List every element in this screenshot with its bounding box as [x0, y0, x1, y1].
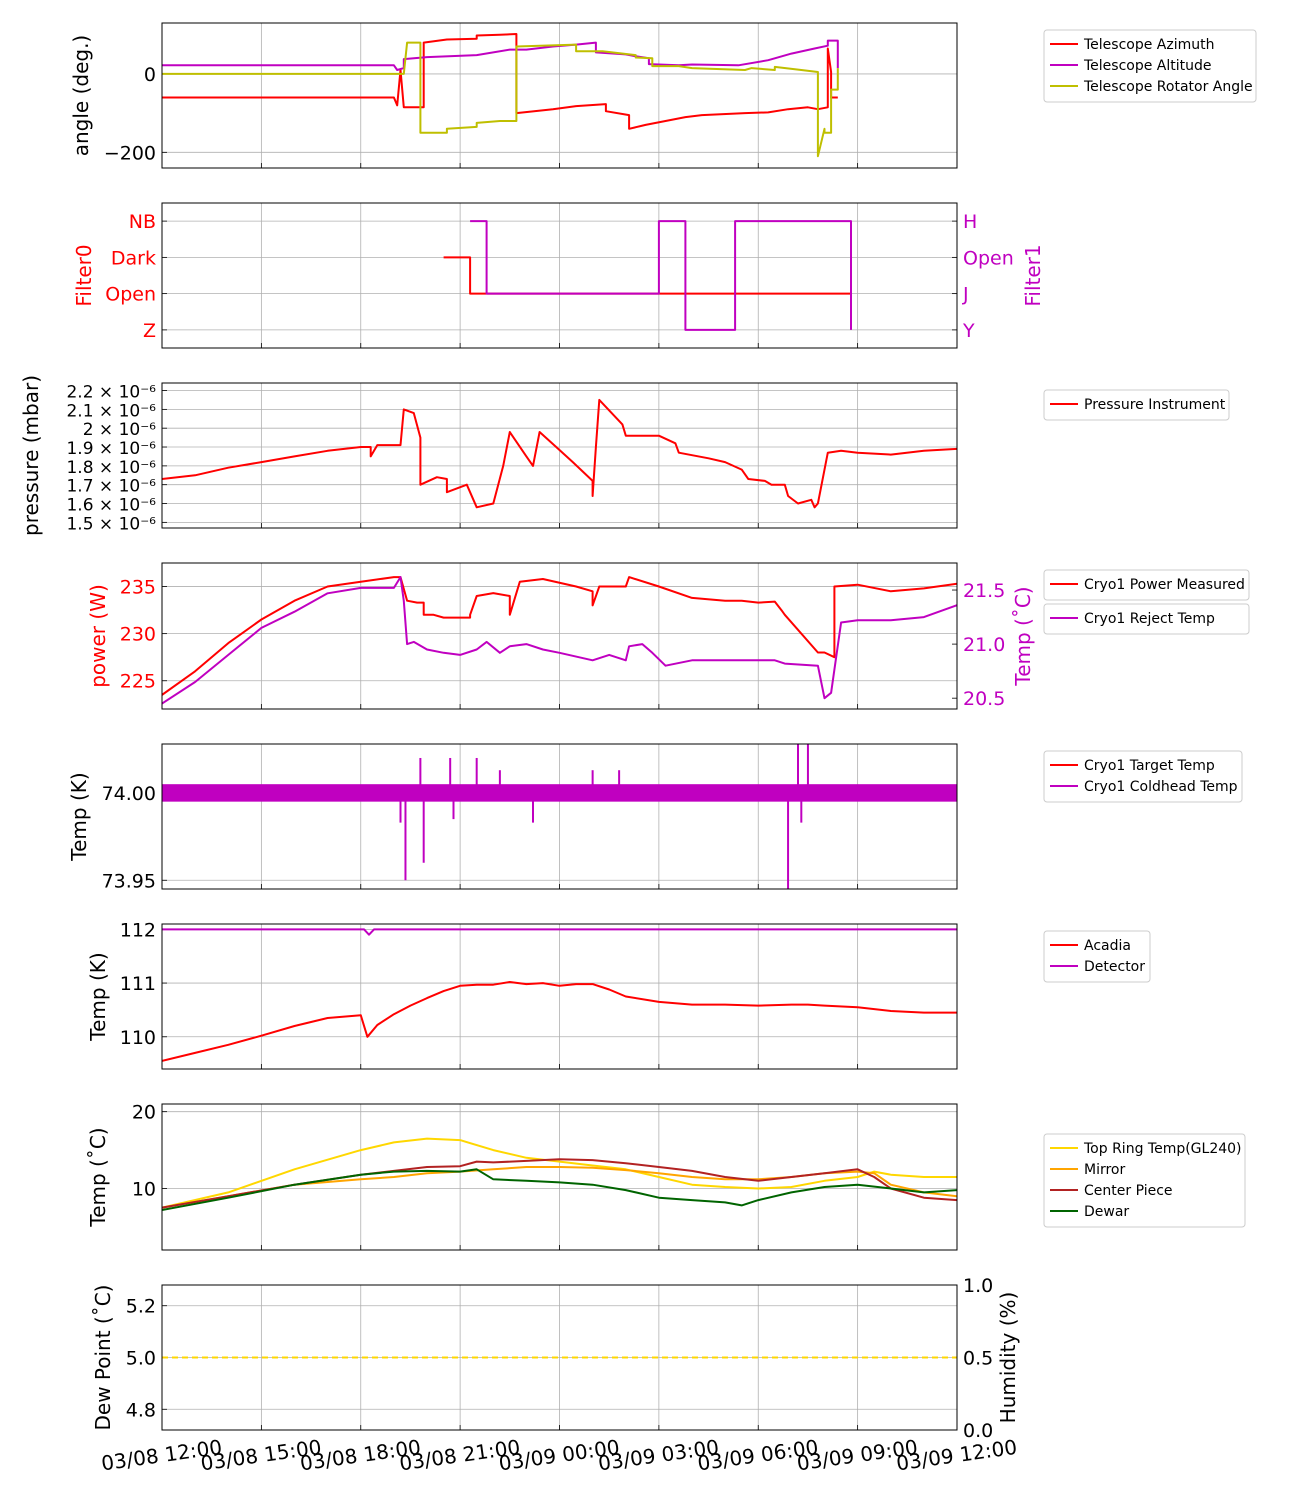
panel-acadia: 112 111 110 Temp (K) Acadia Detector: [86, 919, 1151, 1070]
series-line-telescope-altitude: [162, 39, 839, 71]
legend-entry: Telescope Azimuth: [1083, 37, 1214, 53]
legend-entry: Telescope Altitude: [1083, 58, 1212, 74]
legend-entry: Cryo1 Reject Temp: [1084, 611, 1215, 627]
axes-frame: [161, 1284, 958, 1431]
y-right-tick-label: 0.0: [963, 1420, 993, 1442]
y-tick-label: 1.6 × 10⁻⁶: [66, 496, 156, 516]
legend-entry: Pressure Instrument: [1084, 397, 1226, 413]
y-tick-label: 1.8 × 10⁻⁶: [66, 458, 156, 478]
series-line-filter0: [443, 256, 851, 295]
legend-box: [1043, 1133, 1246, 1228]
y-tick-label: 10: [132, 1179, 156, 1201]
y-tick-label: 230: [120, 624, 156, 646]
legend-entry: Detector: [1084, 959, 1145, 975]
y-right-tick-label: J: [962, 284, 969, 306]
y-axis-label: angle (deg.): [69, 35, 93, 157]
y-axis-label-right: Filter1: [1021, 244, 1045, 306]
y-right-tick-label: 1.0: [963, 1275, 993, 1297]
legend-box: [1043, 930, 1151, 983]
legend-entry: Cryo1 Power Measured: [1084, 577, 1245, 593]
panel-filters: NB Dark Open Z H Open JY Filter0 Filter1: [72, 202, 1045, 349]
panel-cryo1-target: 74.00 73.95 Temp (K) Cryo1 Target Temp Cryo1…: [67, 743, 1243, 892]
y-tick-label: 112: [120, 919, 156, 941]
panel-dewpoint: 5.2 5.0 4.8 1.0 0.5 0.0 Dew Point (˚C) Humidity…: [91, 1275, 1020, 1442]
y-axis-label: pressure (mbar): [19, 375, 43, 536]
legend-box: [1043, 603, 1250, 635]
axes-frame: [161, 743, 958, 890]
y-axis-label: Temp (K): [86, 952, 110, 1041]
y-right-tick-label: H: [963, 211, 977, 233]
y-tick-label: Dark: [111, 247, 156, 269]
y-right-tick-label: 0.5: [963, 1348, 993, 1370]
y-axis-label-right: Temp (˚C): [1011, 586, 1035, 686]
y-tick-label: 110: [120, 1027, 156, 1049]
y-tick-label: 0: [144, 64, 156, 86]
series-line-dewar: [162, 1168, 957, 1211]
axes-frame: [161, 923, 958, 1070]
y-tick-label: −200: [104, 142, 156, 164]
y-axis-label-right: Humidity (%): [996, 1292, 1020, 1424]
y-tick-label: 2 × 10⁻⁶: [83, 420, 156, 440]
legend-entry: Telescope Rotator Angle: [1083, 79, 1253, 95]
panel-cryo1: 235 230 225 21.5 21.0 20.5 power (W) Temp (˚C) C…: [86, 562, 1250, 710]
series-line-filter1: [470, 220, 852, 331]
series-line-telescope-rotator-angle: [162, 41, 839, 158]
y-axis-label: Dew Point (˚C): [91, 1284, 115, 1430]
legend-entry: Top Ring Temp(GL240): [1083, 1141, 1242, 1157]
y-axis-label: Temp (˚C): [86, 1127, 110, 1227]
series-line-pressure-instrument: [162, 398, 957, 509]
y-tick-label: 225: [120, 671, 156, 693]
legend-box: [1043, 750, 1243, 803]
panel-telescope: 0 −200 angle (deg.) Telescope Azimuth Telesc…: [69, 22, 1257, 169]
y-tick-label: 1.9 × 10⁻⁶: [66, 439, 156, 459]
series-line-cryo1-power-measured: [162, 576, 957, 696]
axes-frame: [161, 202, 958, 349]
y-right-tick-label: 21.0: [963, 634, 1005, 656]
legend-box: [1043, 569, 1250, 601]
legend-entry: Cryo1 Target Temp: [1084, 758, 1215, 774]
y-tick-label: 1.7 × 10⁻⁶: [66, 477, 156, 497]
y-tick-label: 111: [120, 973, 156, 995]
y-axis-label: Filter0: [72, 244, 96, 306]
legend-entry: Dewar: [1084, 1204, 1129, 1220]
axes-frame: [161, 562, 958, 710]
series-line-acadia: [162, 981, 957, 1062]
y-tick-label: 2.1 × 10⁻⁶: [66, 401, 156, 421]
y-tick-label: NB: [129, 211, 156, 233]
legend-box: [1043, 389, 1230, 421]
axes-frame: [161, 1103, 958, 1251]
panel-pressure: 2.2 × 10⁻⁶2.1 × 10⁻⁶2 × 10⁻⁶1.9 × 10⁻⁶1.…: [19, 375, 1230, 536]
y-right-tick-label: 20.5: [963, 688, 1005, 710]
y-tick-label: 5.0: [126, 1348, 156, 1370]
y-tick-label: 20: [132, 1102, 156, 1124]
axes-frame: [161, 22, 958, 169]
y-tick-label: 4.8: [126, 1399, 156, 1421]
panel-telescope-temps: 20 10 Temp (˚C) Top Ring Temp(GL240) Mirror C…: [86, 1102, 1246, 1251]
y-right-tick-label: Y: [962, 320, 975, 342]
y-axis-label: Temp (K): [67, 772, 91, 861]
y-right-tick-label: 21.5: [963, 580, 1005, 602]
y-tick-label: 2.2 × 10⁻⁶: [66, 383, 156, 403]
series-line-telescope-azimuth: [162, 33, 838, 130]
legend-entry: Mirror: [1084, 1162, 1125, 1178]
series-line-cryo1-reject-temp: [162, 576, 957, 705]
y-tick-label: Open: [105, 284, 156, 306]
legend-entry: Acadia: [1084, 938, 1131, 954]
y-right-tick-label: Open: [963, 247, 1014, 269]
axes-frame: [161, 382, 958, 529]
y-tick-label: 73.95: [102, 870, 156, 892]
y-axis-label: power (W): [86, 584, 110, 688]
series-line-detector: [162, 928, 957, 936]
legend-box: [1043, 29, 1257, 103]
y-tick-label: 235: [120, 577, 156, 599]
y-tick-label: 74.00: [102, 783, 156, 805]
y-tick-label: 1.5 × 10⁻⁶: [66, 514, 156, 534]
legend-entry: Cryo1 Coldhead Temp: [1084, 779, 1238, 795]
y-tick-label: 5.2: [126, 1296, 156, 1318]
legend-entry: Center Piece: [1084, 1183, 1173, 1199]
y-tick-label: Z: [143, 320, 156, 342]
